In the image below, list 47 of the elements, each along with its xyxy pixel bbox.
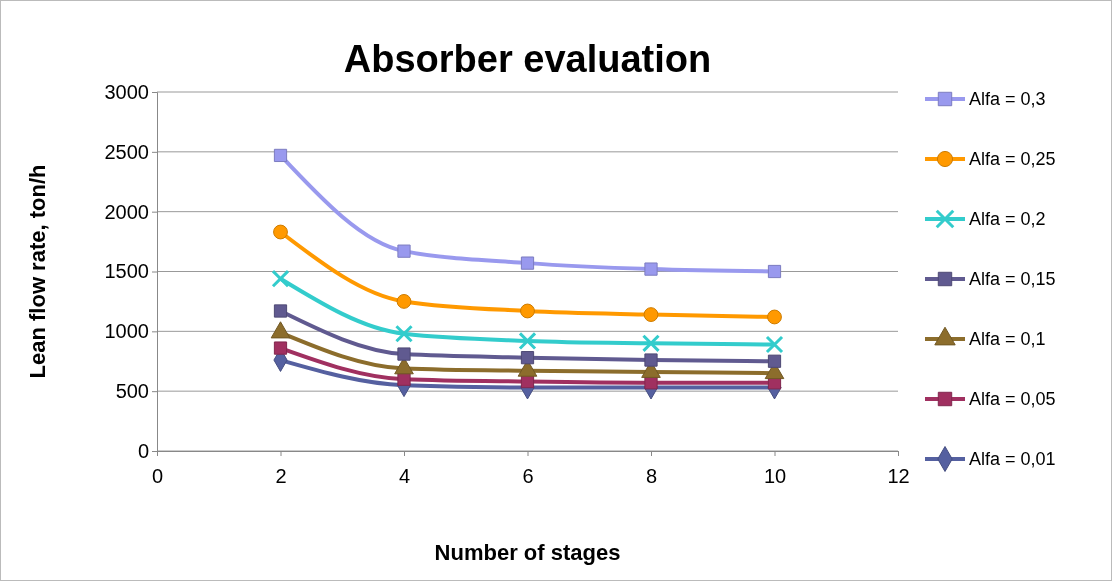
- point: [767, 309, 782, 325]
- x-tick-label: 10: [763, 465, 787, 487]
- point: [643, 307, 659, 322]
- point: [273, 148, 288, 163]
- point: [396, 294, 412, 309]
- point: [767, 354, 782, 368]
- legend-label: Alfa = 0,15: [969, 269, 1056, 290]
- x-tick-label: 8: [645, 465, 658, 487]
- chart-title: Absorber evaluation: [343, 38, 712, 80]
- point: [273, 304, 288, 318]
- point: [641, 334, 661, 353]
- legend-label: Alfa = 0,2: [969, 209, 1046, 230]
- point: [520, 303, 535, 319]
- x-tick-label: 6: [522, 465, 534, 487]
- point: [273, 224, 288, 240]
- legend-label: Alfa = 0,05: [969, 389, 1056, 410]
- y-tick-label: 3000: [104, 80, 149, 103]
- point: [644, 353, 658, 367]
- x-tick-label: 4: [398, 465, 411, 487]
- y-tick-label: 2000: [104, 200, 149, 223]
- legend-label: Alfa = 0,1: [969, 329, 1046, 350]
- y-tick-label: 1500: [104, 260, 149, 283]
- legend-label: Alfa = 0,3: [969, 89, 1046, 110]
- legend-label: Alfa = 0,01: [969, 449, 1056, 470]
- point: [397, 372, 411, 386]
- point: [644, 376, 658, 390]
- point: [271, 269, 290, 288]
- point: [397, 244, 411, 258]
- point: [394, 324, 414, 343]
- x-axis-title: Number of stages: [434, 540, 621, 565]
- point: [397, 347, 411, 361]
- y-tick-label: 0: [137, 439, 149, 462]
- y-tick-label: 2500: [104, 140, 149, 163]
- x-tick-label: 0: [151, 465, 164, 487]
- point: [520, 351, 535, 365]
- y-axis-title: Lean flow rate, ton/h: [25, 164, 50, 379]
- point: [765, 335, 784, 354]
- point: [520, 256, 535, 270]
- point: [644, 262, 658, 276]
- y-tick-label: 1000: [104, 320, 149, 343]
- point: [273, 341, 288, 355]
- x-tick-label: 12: [887, 465, 910, 487]
- x-tick-label: 2: [275, 465, 287, 487]
- point: [518, 331, 537, 350]
- legend-label: Alfa = 0,25: [969, 149, 1056, 170]
- point: [767, 264, 782, 279]
- y-tick-label: 500: [115, 380, 149, 403]
